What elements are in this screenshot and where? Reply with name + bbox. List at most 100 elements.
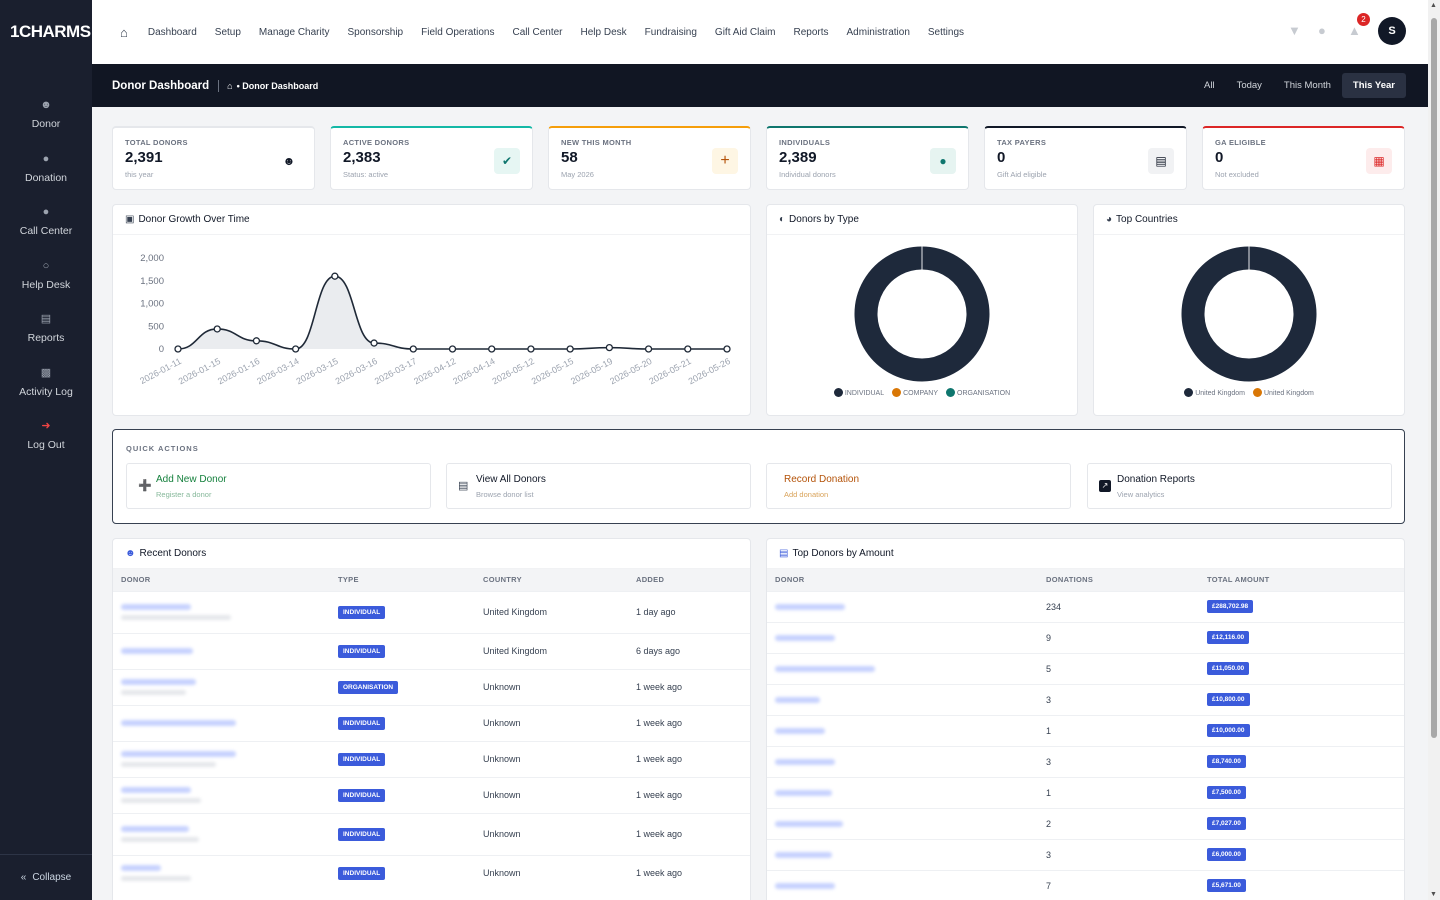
nav-administration[interactable]: Administration xyxy=(846,26,910,38)
scroll-up-icon[interactable]: ▲ xyxy=(1430,2,1437,9)
bell-icon[interactable]: ▲ 2 xyxy=(1348,13,1370,38)
donor-cell[interactable] xyxy=(113,590,338,633)
table-row[interactable]: INDIVIDUAL Unknown 1 week ago xyxy=(113,854,750,891)
donor-cell[interactable] xyxy=(767,621,1046,653)
sidebar-item-donation[interactable]: ● Donation xyxy=(0,152,92,184)
table-row[interactable]: INDIVIDUAL Unknown 1 week ago xyxy=(113,812,750,855)
donor-name-redacted[interactable] xyxy=(775,758,835,765)
add-new-donor-button[interactable]: ➕ Add New Donor Register a donor xyxy=(126,463,431,509)
nav-sponsorship[interactable]: Sponsorship xyxy=(347,26,404,38)
donor-cell[interactable] xyxy=(113,812,338,855)
table-row[interactable]: ORGANISATION Unknown 1 week ago xyxy=(113,668,750,705)
donor-name-redacted[interactable] xyxy=(121,648,193,654)
donor-name-redacted[interactable] xyxy=(775,665,875,672)
nav-help-desk[interactable]: Help Desk xyxy=(580,26,627,38)
legend-country[interactable]: United Kingdom xyxy=(1184,388,1245,397)
nav-settings[interactable]: Settings xyxy=(927,26,965,38)
nav-call-center[interactable]: Call Center xyxy=(512,26,563,38)
donor-cell[interactable] xyxy=(113,740,338,777)
sidebar-item-call-center[interactable]: ● Call Center xyxy=(0,205,92,237)
sidebar-item-reports[interactable]: ▤ Reports xyxy=(0,312,92,344)
donor-name-redacted[interactable] xyxy=(121,604,191,610)
nav-field-operations[interactable]: Field Operations xyxy=(421,26,495,38)
nav-dashboard[interactable]: Dashboard xyxy=(147,26,197,38)
column-header[interactable]: TYPE xyxy=(338,569,483,591)
nav-setup[interactable]: Setup xyxy=(214,26,241,38)
sidebar-item-log-out[interactable]: ➜ Log Out xyxy=(0,419,92,451)
table-row[interactable]: INDIVIDUAL United Kingdom 6 days ago xyxy=(113,632,750,669)
table-row[interactable]: INDIVIDUAL Unknown 1 week ago xyxy=(113,704,750,741)
sidebar-item-help-desk[interactable]: ○ Help Desk xyxy=(0,259,92,291)
donor-cell[interactable] xyxy=(767,652,1046,684)
nav-gift-aid-claim[interactable]: Gift Aid Claim xyxy=(714,26,776,38)
legend-company[interactable]: COMPANY xyxy=(892,388,938,397)
avatar[interactable]: S xyxy=(1378,17,1406,45)
record-donation-button[interactable]: Record Donation Add donation xyxy=(766,463,1071,509)
table-row[interactable]: 234 £288,702.98 xyxy=(767,590,1404,622)
donor-cell[interactable] xyxy=(767,869,1046,900)
donor-cell[interactable] xyxy=(767,590,1046,622)
table-row[interactable]: 1 £7,500.00 xyxy=(767,776,1404,808)
donor-cell[interactable] xyxy=(767,807,1046,839)
column-header[interactable]: COUNTRY xyxy=(483,569,636,591)
home-icon[interactable]: ⌂ xyxy=(227,80,233,91)
donor-name-redacted[interactable] xyxy=(775,634,835,641)
column-header[interactable]: ADDED xyxy=(636,569,750,591)
table-row[interactable]: 7 £5,671.00 xyxy=(767,869,1404,900)
donor-name-redacted[interactable] xyxy=(775,851,832,858)
donor-name-redacted[interactable] xyxy=(121,826,189,832)
donor-name-redacted[interactable] xyxy=(775,789,832,796)
column-header[interactable]: DONOR xyxy=(113,569,338,591)
pie-slice-united-kingdom[interactable] xyxy=(1181,246,1317,382)
donor-cell[interactable] xyxy=(767,838,1046,870)
column-header[interactable]: DONOR xyxy=(767,569,1046,591)
donor-name-redacted[interactable] xyxy=(775,820,843,827)
download-icon[interactable]: ▼ xyxy=(1288,23,1301,38)
legend-country[interactable]: United Kingdom xyxy=(1253,388,1314,397)
donor-cell[interactable] xyxy=(767,714,1046,746)
page-scrollbar[interactable]: ▲ ▼ xyxy=(1428,0,1440,900)
legend-individual[interactable]: INDIVIDUAL xyxy=(833,388,884,397)
table-row[interactable]: INDIVIDUAL Unknown 1 week ago xyxy=(113,740,750,777)
filter-today[interactable]: Today xyxy=(1236,80,1262,91)
donor-name-redacted[interactable] xyxy=(121,720,236,726)
donor-name-redacted[interactable] xyxy=(775,727,825,734)
donor-name-redacted[interactable] xyxy=(775,882,835,889)
legend-organisation[interactable]: ORGANISATION xyxy=(946,388,1010,397)
table-row[interactable]: 5 £11,050.00 xyxy=(767,652,1404,684)
scroll-down-icon[interactable]: ▼ xyxy=(1430,891,1437,898)
sidebar-item-activity-log[interactable]: ▩ Activity Log xyxy=(0,366,92,398)
scrollbar-thumb[interactable] xyxy=(1431,18,1437,738)
donor-name-redacted[interactable] xyxy=(775,696,820,703)
donor-cell[interactable] xyxy=(767,683,1046,715)
sidebar-item-donor[interactable]: ☻ Donor xyxy=(0,98,92,130)
pie-slice-individual[interactable] xyxy=(854,246,990,382)
home-icon[interactable]: ⌂ xyxy=(120,24,128,40)
table-row[interactable]: 2 £7,027.00 xyxy=(767,807,1404,839)
donor-cell[interactable] xyxy=(767,776,1046,808)
donor-cell[interactable] xyxy=(113,776,338,813)
collapse-button[interactable]: « Collapse xyxy=(0,854,92,900)
column-header[interactable]: TOTAL AMOUNT xyxy=(1207,569,1404,591)
table-row[interactable]: 3 £10,800.00 xyxy=(767,683,1404,715)
view-all-donors-button[interactable]: ▤ View All Donors Browse donor list xyxy=(446,463,751,509)
filter-all[interactable]: All xyxy=(1204,80,1215,91)
profile-icon[interactable]: ● xyxy=(1318,23,1326,38)
filter-this-month[interactable]: This Month xyxy=(1283,80,1331,91)
nav-reports[interactable]: Reports xyxy=(793,26,829,38)
donor-name-redacted[interactable] xyxy=(121,679,196,685)
donor-name-redacted[interactable] xyxy=(121,865,161,872)
column-header[interactable]: DONATIONS xyxy=(1046,569,1207,591)
table-row[interactable]: 9 £12,116.00 xyxy=(767,621,1404,653)
app-logo[interactable]: 1CHARMS xyxy=(10,22,91,41)
nav-manage-charity[interactable]: Manage Charity xyxy=(258,26,330,38)
table-row[interactable]: 3 £6,000.00 xyxy=(767,838,1404,870)
filter-this-year[interactable]: This Year xyxy=(1341,73,1406,98)
table-row[interactable]: INDIVIDUAL Unknown 1 week ago xyxy=(113,776,750,813)
table-row[interactable]: 3 £8,740.00 xyxy=(767,745,1404,777)
donor-cell[interactable] xyxy=(767,745,1046,777)
donor-name-redacted[interactable] xyxy=(775,603,845,610)
donor-name-redacted[interactable] xyxy=(121,751,236,757)
nav-fundraising[interactable]: Fundraising xyxy=(644,26,697,38)
table-row[interactable]: INDIVIDUAL United Kingdom 1 day ago xyxy=(113,590,750,633)
